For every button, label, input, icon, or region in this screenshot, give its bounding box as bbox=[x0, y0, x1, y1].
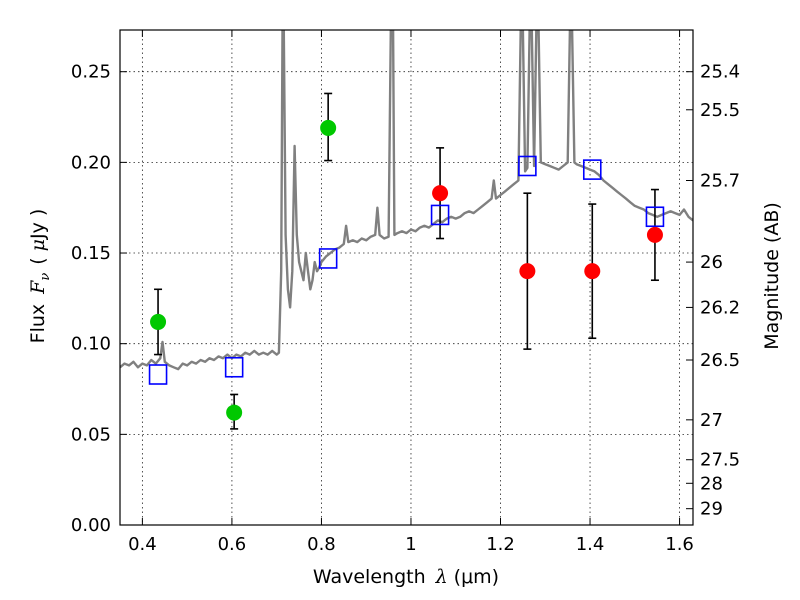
y2-axis-title: Magnitude (AB) bbox=[761, 202, 783, 350]
y-tick-label: 0.20 bbox=[71, 152, 111, 173]
y2-tick-label: 26.5 bbox=[700, 350, 740, 371]
y-tick-label: 0.05 bbox=[71, 424, 111, 445]
y2-tick-label: 25.4 bbox=[700, 62, 740, 83]
data-point-square bbox=[518, 155, 537, 177]
y2-tick-label: 28 bbox=[700, 473, 723, 494]
x-tick-label: 1.6 bbox=[665, 534, 694, 555]
x-axis-title-prefix: Wavelength bbox=[313, 566, 426, 588]
y-tick-label: 0.00 bbox=[71, 515, 111, 536]
x-tick-label: 0.4 bbox=[128, 534, 157, 555]
data-point-square bbox=[582, 159, 602, 180]
data-point-circle bbox=[646, 226, 663, 243]
y-tick-label: 0.15 bbox=[71, 243, 111, 264]
y-axis-title-unit-mu: μ bbox=[27, 239, 49, 251]
spectrum-line bbox=[120, 30, 693, 371]
data-point-square bbox=[645, 206, 665, 228]
x-axis-title: Wavelength λ (μm) bbox=[313, 566, 499, 588]
axis-tick-labels: 0.4 0.6 0.8 1 1.2 1.4 1.6 0.00 0.05 0.10 0.15 0.20 0… bbox=[71, 62, 740, 555]
data-point-square bbox=[318, 248, 338, 269]
x-tick-label: 1 bbox=[405, 534, 416, 555]
y-axis-title-symbol: F bbox=[27, 280, 49, 295]
x-axis-title-symbol: λ bbox=[435, 566, 448, 588]
y-axis-title-subscript: ν bbox=[38, 273, 53, 281]
data-point-circle bbox=[226, 404, 243, 421]
x-tick-label: 1.4 bbox=[576, 534, 605, 555]
y2-tick-label: 26.2 bbox=[700, 297, 740, 318]
y2-tick-label: 26 bbox=[700, 252, 723, 273]
plot-frame bbox=[119, 29, 694, 526]
y2-tick-label: 27.5 bbox=[700, 450, 740, 471]
y-axis-title-unit-rest: Jy bbox=[27, 222, 49, 240]
x-axis-title-unit: (μm) bbox=[454, 566, 499, 588]
y-axis-title-open-paren: ( bbox=[27, 257, 49, 264]
x-tick-label: 0.6 bbox=[218, 534, 247, 555]
data-point-circle bbox=[584, 263, 601, 280]
y2-tick-label: 25.5 bbox=[700, 100, 740, 121]
data-point-circle bbox=[432, 185, 449, 202]
grid bbox=[120, 30, 693, 526]
y-tick-label: 0.10 bbox=[71, 334, 111, 355]
y-axis-title: Flux Fν ( μJy) bbox=[27, 209, 53, 344]
y-tick-label: 0.25 bbox=[71, 62, 111, 83]
data-point-square bbox=[430, 204, 450, 226]
y2-tick-label: 29 bbox=[700, 499, 723, 520]
data-point-circle bbox=[150, 313, 167, 330]
data-point-square bbox=[148, 364, 168, 385]
x-tick-label: 0.8 bbox=[307, 534, 336, 555]
plot-area bbox=[120, 30, 693, 430]
y2-tick-label: 27 bbox=[700, 410, 723, 431]
x-tick-label: 1.2 bbox=[486, 534, 515, 555]
data-point-circle bbox=[519, 263, 536, 280]
y-axis-title-prefix: Flux bbox=[27, 304, 49, 344]
series-layer bbox=[120, 30, 693, 430]
y2-tick-label: 25.7 bbox=[700, 170, 740, 191]
y-axis-title-close-paren: ) bbox=[27, 209, 49, 216]
data-point-circle bbox=[320, 119, 337, 136]
axis-ticks bbox=[120, 30, 693, 526]
data-point-square bbox=[224, 356, 244, 378]
